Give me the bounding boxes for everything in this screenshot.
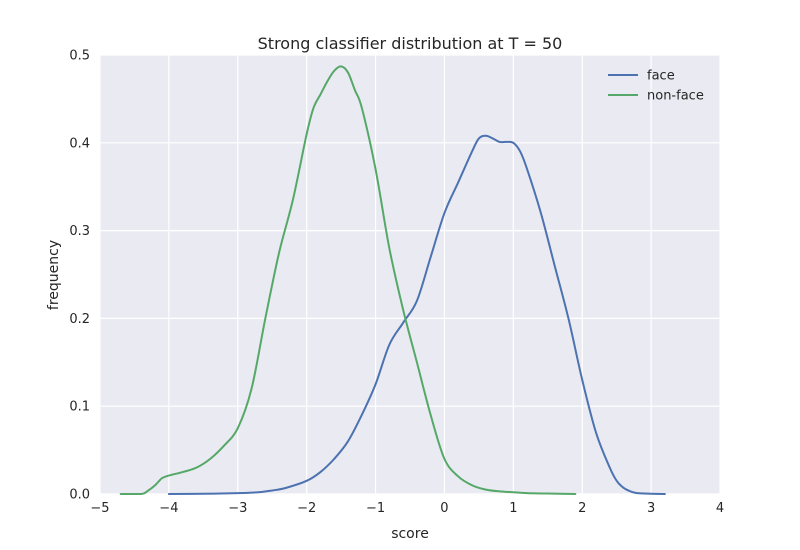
legend-label-non-face: non-face — [647, 89, 704, 104]
x-tick-label: −5 — [90, 501, 109, 516]
x-tick-label: 0 — [440, 501, 448, 516]
y-tick-label: 0.1 — [69, 400, 90, 415]
x-tick-label: 2 — [578, 501, 586, 516]
x-tick-label: 1 — [509, 501, 517, 516]
x-tick-label: −3 — [228, 501, 247, 516]
series-line-face — [167, 134, 666, 495]
y-tick-label: 0.3 — [69, 224, 90, 239]
y-axis-ticks: 0.0 0.1 0.2 0.3 0.4 0.5 — [69, 49, 90, 503]
x-axis-label: score — [391, 526, 429, 542]
plot-background — [100, 55, 720, 494]
x-axis-ticks: −5 −4 −3 −2 −1 0 1 2 3 4 — [90, 501, 724, 516]
y-tick-label: 0.4 — [69, 136, 90, 151]
y-tick-label: 0.5 — [69, 49, 90, 64]
x-tick-label: 4 — [716, 501, 724, 516]
x-tick-label: −2 — [297, 501, 316, 516]
x-tick-label: −4 — [159, 501, 178, 516]
series-line-non-face — [119, 65, 577, 495]
legend: face non-face — [608, 69, 704, 104]
y-tick-label: 0.2 — [69, 312, 90, 327]
x-tick-label: 3 — [647, 501, 655, 516]
series-layer — [119, 65, 666, 495]
legend-label-face: face — [647, 69, 675, 84]
y-axis-label: frequency — [46, 240, 62, 310]
y-tick-label: 0.0 — [69, 488, 90, 503]
x-tick-label: −1 — [366, 501, 385, 516]
chart-title: Strong classifier distribution at T = 50 — [258, 34, 563, 53]
